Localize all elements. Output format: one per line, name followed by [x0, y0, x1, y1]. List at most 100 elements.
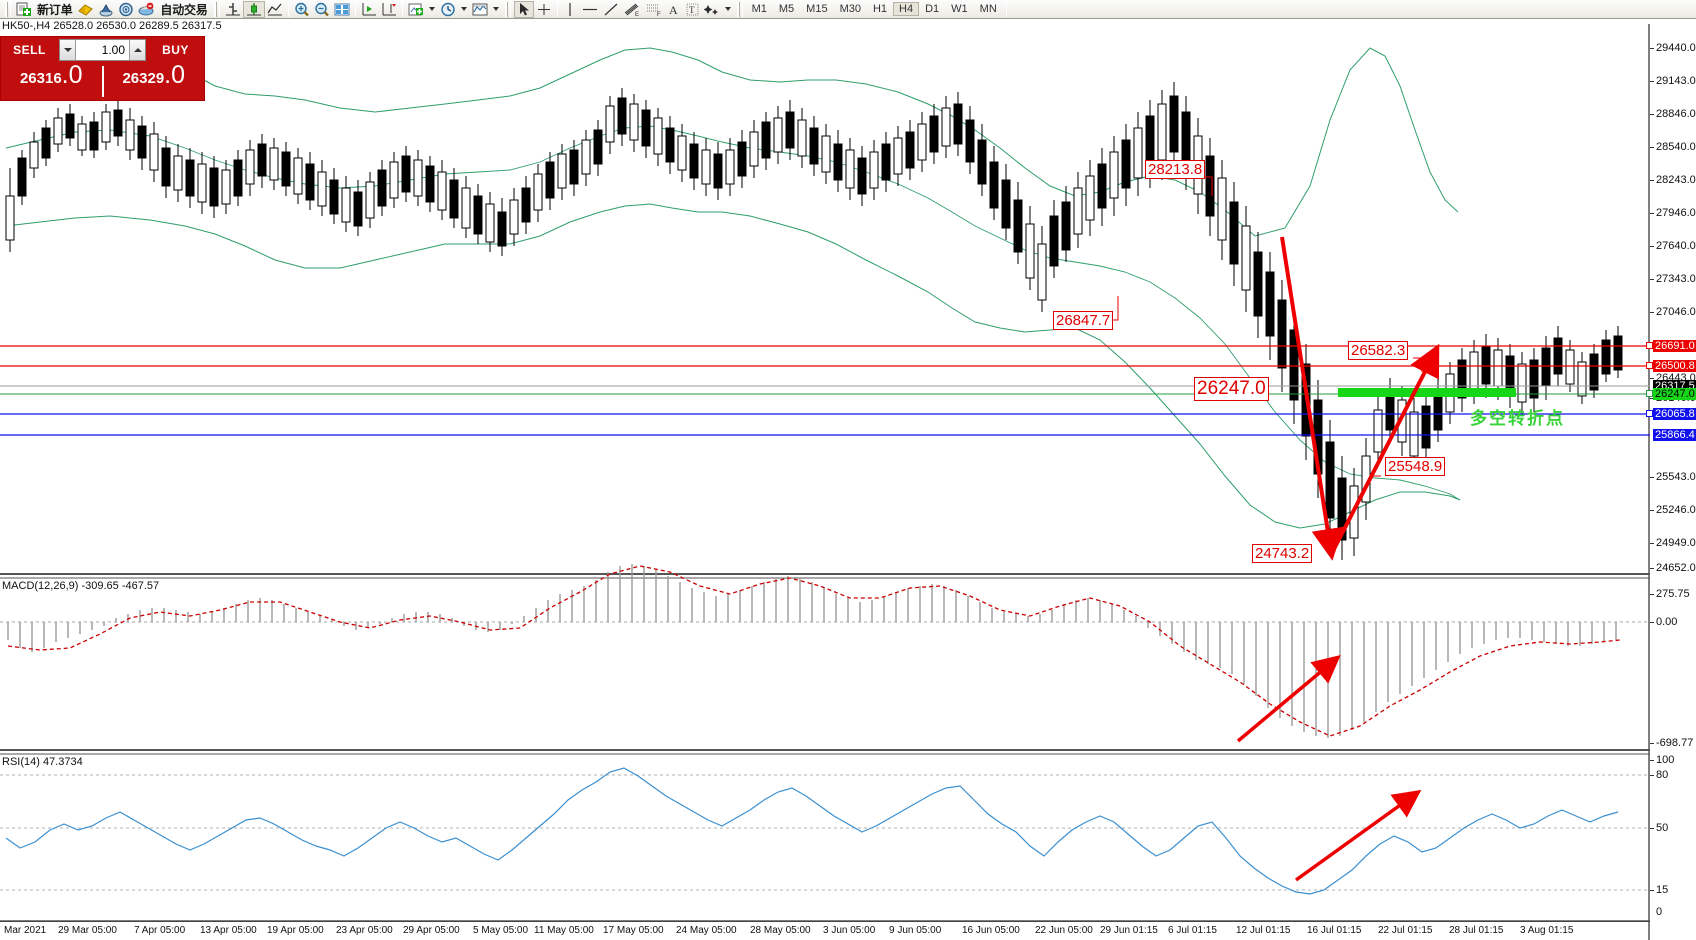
- crosshair-icon[interactable]: [534, 1, 554, 18]
- time-tick-12: 3 Jun 05:00: [823, 925, 876, 936]
- buy-button[interactable]: BUY: [162, 43, 189, 57]
- bollinger-lower-band: [5, 203, 1461, 529]
- one-click-trading-panel[interactable]: SELL 1.00 BUY 26316 .0 26329 .0: [0, 36, 205, 101]
- label-icon[interactable]: T: [683, 1, 702, 18]
- annot-25548[interactable]: 25548.9: [1385, 457, 1446, 476]
- price-tick-2: 28846.0: [1656, 108, 1696, 120]
- toolbar-grip-2[interactable]: [213, 1, 220, 17]
- period-dropdown-caret-icon[interactable]: [460, 7, 467, 11]
- time-tick-1: 29 Mar 05:00: [58, 925, 117, 936]
- period-icon[interactable]: [438, 1, 458, 18]
- tab-timeframe-h1[interactable]: H1: [872, 3, 888, 15]
- macd-trend-arrow: [1236, 655, 1341, 743]
- new-order-label[interactable]: 新订单: [37, 2, 73, 17]
- rsi-tick-1: 80: [1656, 769, 1669, 781]
- tab-timeframe-m1[interactable]: M1: [751, 3, 767, 15]
- toolbar-grip-4[interactable]: [736, 1, 743, 17]
- price-tick-15: 24652.0: [1656, 562, 1696, 574]
- zoom-out-icon[interactable]: [312, 1, 332, 18]
- time-tick-4: 19 Apr 05:00: [267, 925, 324, 936]
- tab-timeframe-mn[interactable]: MN: [979, 3, 997, 15]
- price-tag-26247[interactable]: 26247.0: [1653, 388, 1696, 400]
- tab-timeframe-m30[interactable]: M30: [839, 3, 861, 15]
- annot-cn-turning-point[interactable]: 多空转折点: [1470, 409, 1565, 428]
- chart-symbol-ohlc-label: HK50-,H4 26528.0 26530.0 26289.5 26317.5: [2, 20, 222, 32]
- price-tag-26065[interactable]: 26065.8: [1653, 408, 1696, 420]
- auto-scroll-icon[interactable]: [379, 1, 399, 18]
- price-line-handle-26500[interactable]: [1646, 362, 1653, 369]
- text-icon[interactable]: A: [665, 1, 683, 18]
- zoom-in-icon[interactable]: [292, 1, 312, 18]
- fibonacci-icon[interactable]: F: [643, 1, 665, 18]
- toolbar-separator-4: [556, 1, 558, 17]
- rsi-indicator-label: RSI(14) 47.3734: [2, 756, 83, 768]
- bollinger-upper-band: [5, 43, 1459, 237]
- expert-advisor-icon[interactable]: [75, 1, 96, 18]
- tab-timeframe-m15[interactable]: M15: [806, 3, 828, 15]
- buy-price-frac: .0: [164, 61, 186, 89]
- time-tick-14: 16 Jun 05:00: [962, 925, 1020, 936]
- tab-timeframe-h4[interactable]: H4: [893, 2, 920, 16]
- vertical-line-icon[interactable]: [561, 1, 579, 18]
- time-tick-5: 23 Apr 05:00: [336, 925, 393, 936]
- navigator-icon[interactable]: [116, 1, 136, 18]
- cursor-icon[interactable]: [513, 0, 534, 18]
- buy-price[interactable]: 26329 .0: [104, 63, 205, 100]
- price-tag-26691[interactable]: 26691.0: [1653, 340, 1696, 352]
- autotrading-icon[interactable]: [136, 1, 157, 18]
- macd-tick-2: -698.77: [1656, 737, 1694, 749]
- chart-canvas[interactable]: [0, 0, 1650, 940]
- candle-chart-icon[interactable]: [242, 0, 265, 18]
- tile-windows-icon[interactable]: [332, 1, 352, 18]
- templates-dropdown-caret-icon[interactable]: [492, 7, 499, 11]
- templates-icon[interactable]: [470, 1, 490, 18]
- horizontal-line-icon[interactable]: [579, 1, 601, 18]
- new-order-icon[interactable]: [14, 1, 34, 18]
- rsi-tick-0: 100: [1656, 754, 1675, 766]
- sell-button[interactable]: SELL: [13, 43, 46, 57]
- trendline-icon[interactable]: [601, 1, 621, 18]
- annot-26582[interactable]: 26582.3: [1348, 341, 1409, 360]
- time-axis[interactable]: Mar 2021 29 Mar 05:00 7 Apr 05:00 13 Apr…: [0, 921, 1650, 940]
- price-tag-26500[interactable]: 26500.8: [1653, 360, 1696, 372]
- sell-price[interactable]: 26316 .0: [1, 63, 102, 100]
- price-line-handle-26691[interactable]: [1646, 342, 1653, 349]
- price-line-handle-26065[interactable]: [1646, 410, 1653, 417]
- rsi-tick-2: 50: [1656, 822, 1669, 834]
- tab-timeframe-d1[interactable]: D1: [925, 3, 940, 15]
- rsi-tick-4: 0: [1656, 906, 1663, 918]
- line-chart-icon[interactable]: [265, 1, 285, 18]
- indicators-icon[interactable]: [406, 1, 426, 18]
- objects-dropdown-caret-icon[interactable]: [724, 7, 731, 11]
- volume-decrease-icon[interactable]: [60, 40, 76, 60]
- price-axis[interactable]: 29440.0 29143.0 28846.0 28540.0 28243.0 …: [1646, 0, 1696, 940]
- equidistant-channel-icon[interactable]: E: [621, 1, 643, 18]
- price-line-handle-26247[interactable]: [1646, 390, 1653, 397]
- volume-input[interactable]: 1.00: [101, 43, 125, 57]
- time-tick-2: 7 Apr 05:00: [134, 925, 186, 936]
- chart-shift-icon[interactable]: [359, 1, 379, 18]
- main-toolbar: 新订单: [0, 0, 1696, 19]
- annot-26247[interactable]: 26247.0: [1194, 377, 1269, 401]
- time-tick-9: 17 May 05:00: [603, 925, 664, 936]
- indicators-dropdown-caret-icon[interactable]: [428, 7, 435, 11]
- price-tick-6: 27640.0: [1656, 240, 1696, 252]
- toolbar-grip[interactable]: [5, 1, 11, 17]
- rsi-trend-arrow: [1294, 789, 1422, 882]
- bar-chart-icon[interactable]: [223, 1, 243, 18]
- toolbar-grip-3[interactable]: [504, 1, 511, 17]
- objects-icon[interactable]: [702, 1, 722, 18]
- annot-24743[interactable]: 24743.2: [1252, 544, 1313, 563]
- price-tag-25866[interactable]: 25866.4: [1653, 429, 1696, 441]
- annot-28213[interactable]: 28213.8: [1145, 160, 1206, 179]
- volume-stepper[interactable]: 1.00: [59, 39, 146, 61]
- autotrading-label[interactable]: 自动交易: [160, 2, 208, 17]
- annot-26847[interactable]: 26847.7: [1053, 311, 1114, 330]
- data-window-icon[interactable]: [96, 1, 116, 18]
- price-tick-5: 27946.0: [1656, 207, 1696, 219]
- price-tick-3: 28540.0: [1656, 141, 1696, 153]
- tab-timeframe-m5[interactable]: M5: [778, 3, 795, 15]
- volume-increase-icon[interactable]: [129, 40, 145, 60]
- tab-timeframe-w1[interactable]: W1: [951, 3, 968, 15]
- macd-tick-0: 275.75: [1656, 588, 1690, 600]
